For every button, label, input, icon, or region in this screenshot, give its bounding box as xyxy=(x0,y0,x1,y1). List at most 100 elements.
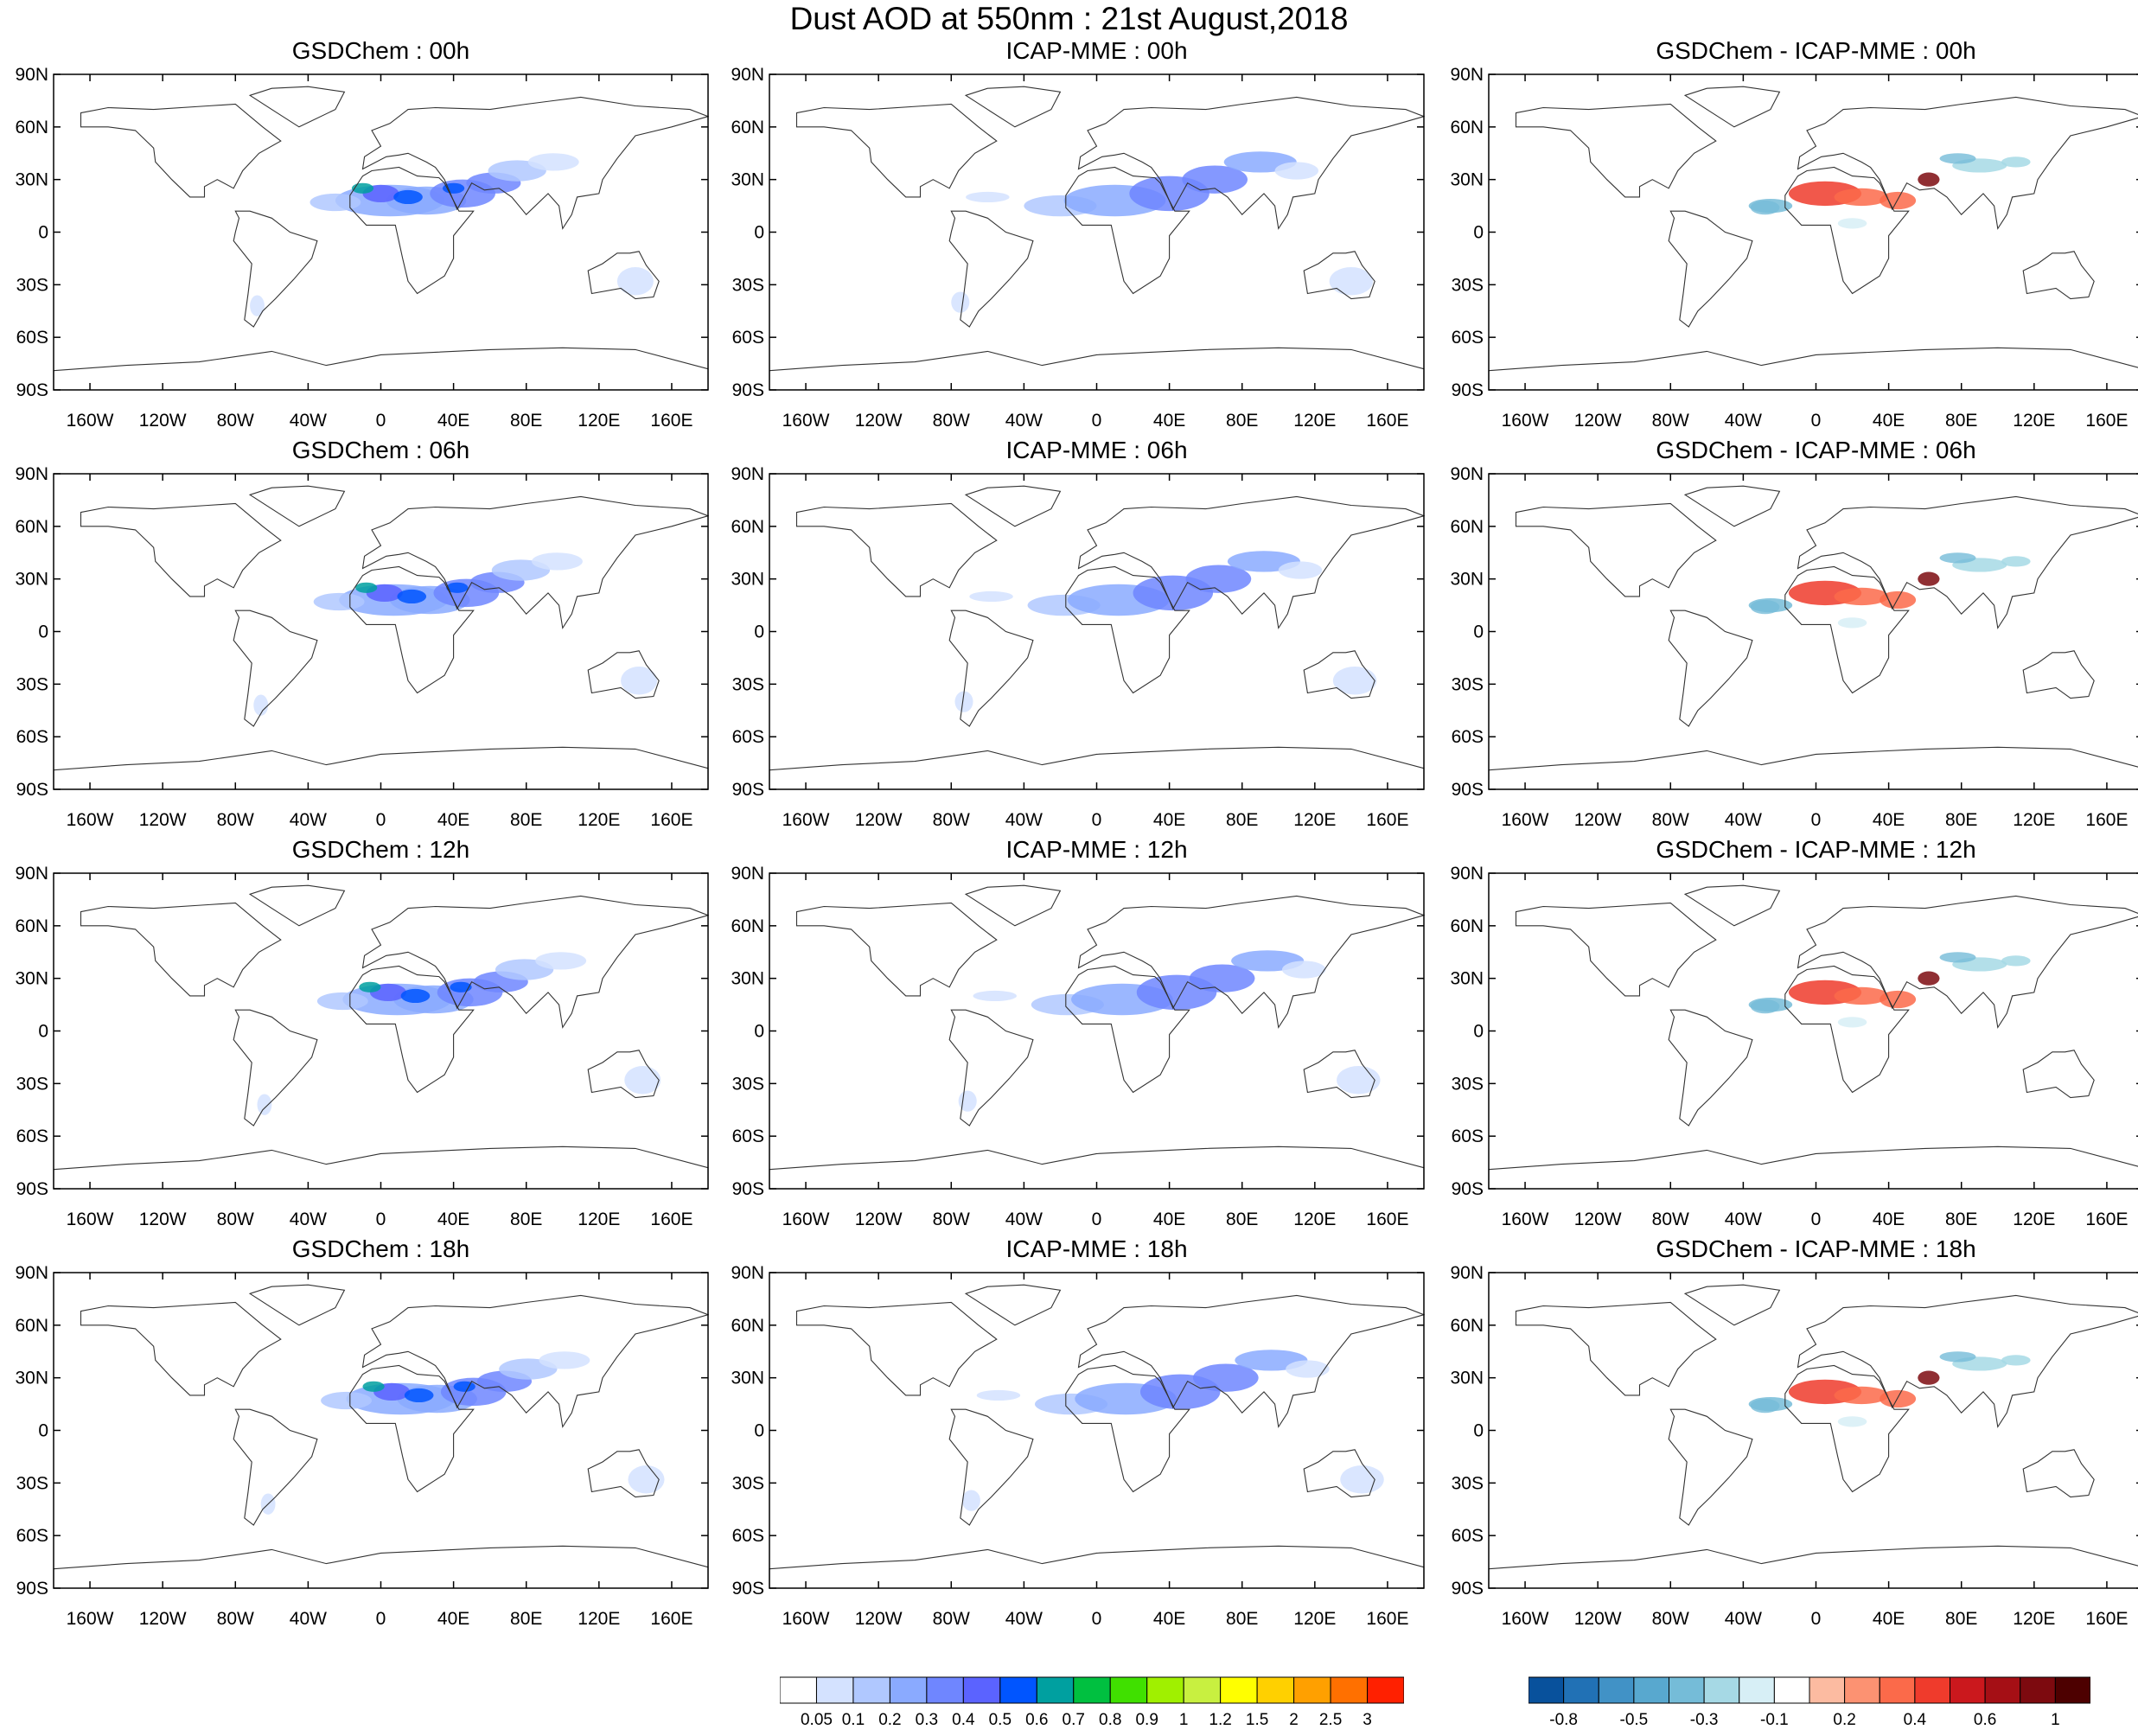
aerosol-field-region xyxy=(1286,1360,1329,1377)
colorbar-label: 0.05 xyxy=(801,1711,833,1729)
lon-tick-label: 0 xyxy=(376,810,386,830)
lon-tick-label: 120W xyxy=(855,411,903,431)
lat-tick-label: 60S xyxy=(16,727,48,747)
colorbar-swatch xyxy=(816,1677,852,1703)
aerosol-field-region xyxy=(959,1090,977,1111)
lon-tick-label: 80W xyxy=(217,411,254,431)
colorbar-label: 2.5 xyxy=(1319,1711,1342,1729)
lon-tick-label: 40E xyxy=(437,810,469,830)
aerosol-field-region xyxy=(977,1390,1020,1401)
lat-tick-label: 30N xyxy=(731,969,764,989)
lon-tick-label: 80W xyxy=(1652,1609,1689,1629)
aerosol-field-region xyxy=(362,1382,384,1392)
lat-tick-label: 30N xyxy=(15,170,48,190)
aerosol-field-region xyxy=(2001,955,2031,966)
lon-tick-label: 40W xyxy=(290,1609,327,1629)
coastline xyxy=(1516,504,1716,597)
colorbar-swatch xyxy=(1529,1677,1564,1703)
lat-tick-label: 90N xyxy=(15,864,48,884)
colorbar-label: 1.5 xyxy=(1246,1711,1268,1729)
colorbar-swatch xyxy=(1110,1677,1146,1703)
lon-tick-label: 40E xyxy=(1153,1209,1185,1229)
lat-tick-label: 0 xyxy=(754,223,764,243)
lat-tick-label: 60S xyxy=(1452,1526,1484,1546)
lon-tick-label: 80W xyxy=(933,411,970,431)
colorbar-label: 0.3 xyxy=(916,1711,938,1729)
lon-tick-label: 40W xyxy=(290,411,327,431)
coastline xyxy=(1489,747,2138,789)
colorbar-swatch xyxy=(1845,1677,1880,1703)
lat-tick-label: 30N xyxy=(15,570,48,590)
colorbar-label: 0.6 xyxy=(1025,1711,1048,1729)
coastline xyxy=(233,211,317,327)
lon-tick-label: 160E xyxy=(650,810,692,830)
lat-tick-label: 90S xyxy=(16,380,48,400)
lon-tick-label: 0 xyxy=(1092,1609,1102,1629)
lat-tick-label: 60N xyxy=(15,1316,48,1336)
lat-tick-label: 30N xyxy=(1450,969,1484,989)
lat-tick-label: 30S xyxy=(1452,275,1484,295)
lat-tick-label: 0 xyxy=(38,1022,48,1042)
lat-tick-label: 0 xyxy=(38,1421,48,1441)
lon-tick-label: 120E xyxy=(1293,810,1336,830)
lat-tick-label: 60N xyxy=(15,517,48,537)
lon-tick-label: 120W xyxy=(139,1209,187,1229)
aerosol-field-region xyxy=(321,1392,372,1409)
lat-tick-label: 90N xyxy=(1450,464,1484,484)
coastline xyxy=(1685,885,1779,926)
coastline xyxy=(949,1010,1033,1126)
lon-tick-label: 0 xyxy=(376,1609,386,1629)
lon-tick-label: 120E xyxy=(1293,1209,1336,1229)
aerosol-field-region xyxy=(969,591,1012,602)
lon-tick-label: 120E xyxy=(578,1209,620,1229)
coastline xyxy=(797,105,997,197)
aerosol-field-region xyxy=(1751,600,1780,614)
lon-tick-label: 40W xyxy=(290,1209,327,1229)
lon-tick-label: 120W xyxy=(139,411,187,431)
aerosol-field-region xyxy=(1918,1371,1939,1385)
lon-tick-label: 160W xyxy=(782,1209,830,1229)
aerosol-field-region xyxy=(1838,218,1867,228)
lon-tick-label: 160E xyxy=(1366,411,1408,431)
colorbar-label: 0.5 xyxy=(989,1711,1012,1729)
lat-tick-label: 90N xyxy=(731,65,764,85)
colorbar-swatch xyxy=(1184,1677,1220,1703)
map-frame xyxy=(769,474,1424,789)
lon-tick-label: 120E xyxy=(578,810,620,830)
lat-tick-label: 90S xyxy=(732,380,764,400)
colorbar-swatch xyxy=(1669,1677,1705,1703)
lon-tick-label: 120E xyxy=(2013,1209,2055,1229)
lat-tick-label: 90S xyxy=(16,780,48,800)
colorbar-label: 0.1 xyxy=(842,1711,865,1729)
map-frame xyxy=(769,74,1424,390)
lon-tick-label: 160E xyxy=(1366,810,1408,830)
coastline xyxy=(1516,903,1716,996)
lat-tick-label: 60N xyxy=(15,916,48,936)
coastline xyxy=(2023,1450,2094,1497)
lat-tick-label: 60N xyxy=(15,118,48,137)
colorbar-swatch xyxy=(1599,1677,1634,1703)
lat-tick-label: 30N xyxy=(731,570,764,590)
coastline xyxy=(966,86,1060,127)
aerosol-field-region xyxy=(405,1388,434,1402)
coastline xyxy=(1489,1146,2138,1189)
colorbar-label: 0.4 xyxy=(1904,1711,1927,1729)
lat-tick-label: 30N xyxy=(1450,1369,1484,1388)
aerosol-field-region xyxy=(1279,561,1322,578)
lon-tick-label: 80E xyxy=(510,1609,542,1629)
lat-tick-label: 60N xyxy=(731,916,764,936)
lon-tick-label: 0 xyxy=(1811,810,1822,830)
lon-tick-label: 160W xyxy=(1502,810,1549,830)
figure-title: Dust AOD at 550nm : 21st August,2018 xyxy=(0,0,2138,38)
lat-tick-label: 60S xyxy=(732,328,764,348)
